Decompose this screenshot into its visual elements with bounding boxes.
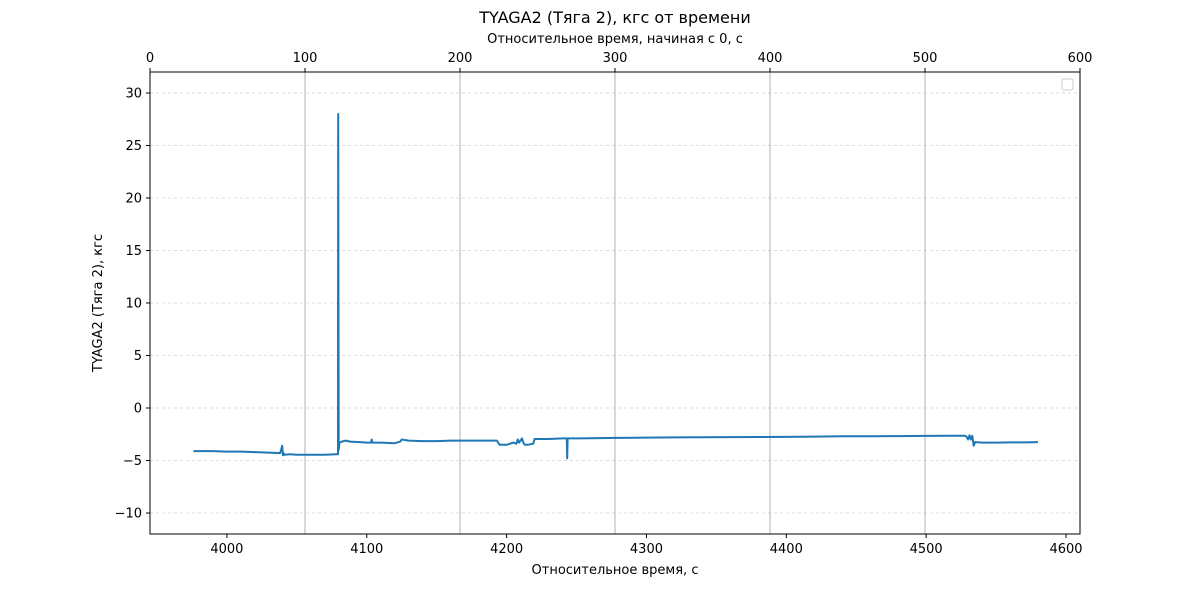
y-tick-label: 30 bbox=[125, 87, 142, 102]
y-tick-label: −5 bbox=[123, 454, 142, 469]
x2-tick-label: 500 bbox=[913, 51, 938, 66]
series-line bbox=[193, 113, 1039, 460]
x2-tick-label: 0 bbox=[146, 51, 154, 66]
top-x-axis-label: Относительное время, начиная с 0, с bbox=[487, 32, 743, 47]
legend-box bbox=[1061, 78, 1074, 91]
chart-title: TYAGA2 (Тяга 2), кгс от времени bbox=[478, 8, 750, 27]
x2-tick-label: 200 bbox=[448, 51, 473, 66]
x-tick-label: 4200 bbox=[490, 542, 523, 557]
x-tick-label: 4000 bbox=[210, 542, 243, 557]
y-tick-label: 10 bbox=[125, 297, 142, 312]
x-axis-label: Относительное время, с bbox=[532, 563, 699, 578]
x-tick-label: 4500 bbox=[910, 542, 943, 557]
y-tick-label: 20 bbox=[125, 192, 142, 207]
x-tick-label: 4100 bbox=[350, 542, 383, 557]
series-layer bbox=[193, 113, 1039, 460]
x2-tick-label: 300 bbox=[603, 51, 628, 66]
x2-tick-label: 100 bbox=[293, 51, 318, 66]
gridlines bbox=[150, 72, 1080, 534]
y-tick-label: 25 bbox=[125, 139, 142, 154]
y-tick-label: 5 bbox=[134, 349, 142, 364]
y-tick-label: −10 bbox=[115, 507, 142, 522]
x-tick-label: 4400 bbox=[770, 542, 803, 557]
y-tick-label: 15 bbox=[125, 244, 142, 259]
y-axis-label: TYAGA2 (Тяга 2), кгс bbox=[91, 234, 106, 373]
x2-tick-label: 600 bbox=[1068, 51, 1093, 66]
x-tick-label: 4600 bbox=[1049, 542, 1082, 557]
y-tick-label: 0 bbox=[134, 402, 142, 417]
x-tick-label: 4300 bbox=[630, 542, 663, 557]
x2-tick-label: 400 bbox=[758, 51, 783, 66]
